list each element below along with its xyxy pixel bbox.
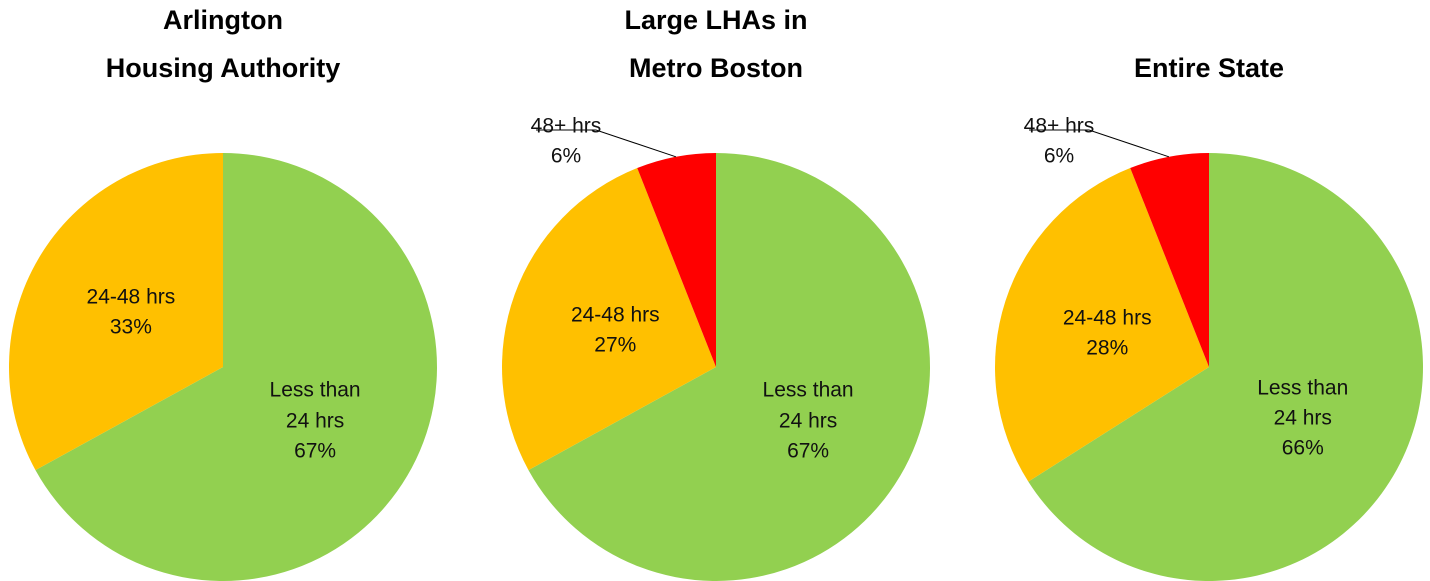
category-label: Less than 24 hrs — [762, 378, 854, 433]
pie-slice — [9, 153, 223, 471]
leader-line — [1029, 129, 1170, 158]
pie-slice — [502, 168, 716, 471]
pie-slice — [528, 153, 931, 581]
pie-slice — [35, 153, 438, 581]
slice-label: Less than 24 hrs 67% — [749, 376, 867, 467]
category-label: 24-48 hrs — [570, 303, 660, 327]
category-label: 24-48 hrs — [86, 285, 176, 309]
chart-title: Metro Boston — [629, 53, 803, 83]
chart-title: Housing Authority — [106, 53, 340, 83]
value-label: 67% — [787, 439, 830, 463]
slice-label: 48+ hrs 6% — [1000, 112, 1118, 173]
slice-label: 48+ hrs 6% — [507, 112, 625, 173]
chart-title: Entire State — [1134, 53, 1284, 83]
category-label: 24-48 hrs — [1062, 306, 1152, 330]
pie-slice — [1028, 152, 1424, 581]
category-label: 48+ hrs — [1023, 114, 1095, 138]
category-label: Less than 24 hrs — [269, 378, 361, 433]
pie-slice — [637, 153, 716, 367]
chart-title: Large LHAs in — [624, 5, 807, 35]
value-label: 6% — [1043, 145, 1075, 168]
value-label: 27% — [594, 333, 637, 357]
value-label: 67% — [294, 439, 337, 463]
pie-slice — [995, 168, 1209, 482]
pie-slice — [1130, 153, 1209, 367]
slice-label: 24-48 hrs 28% — [1048, 303, 1166, 364]
leader-line — [536, 129, 677, 158]
value-label: 33% — [109, 315, 152, 339]
value-label: 66% — [1281, 436, 1324, 460]
slice-label: 24-48 hrs 27% — [556, 300, 674, 361]
value-label: 6% — [550, 145, 582, 168]
slice-label: Less than 24 hrs 67% — [256, 376, 374, 467]
slice-label: 24-48 hrs 33% — [72, 282, 190, 343]
category-label: 48+ hrs — [530, 114, 602, 138]
value-label: 28% — [1086, 336, 1129, 360]
chart-title: Arlington — [163, 5, 283, 35]
category-label: Less than 24 hrs — [1257, 375, 1349, 430]
slice-label: Less than 24 hrs 66% — [1244, 373, 1362, 464]
